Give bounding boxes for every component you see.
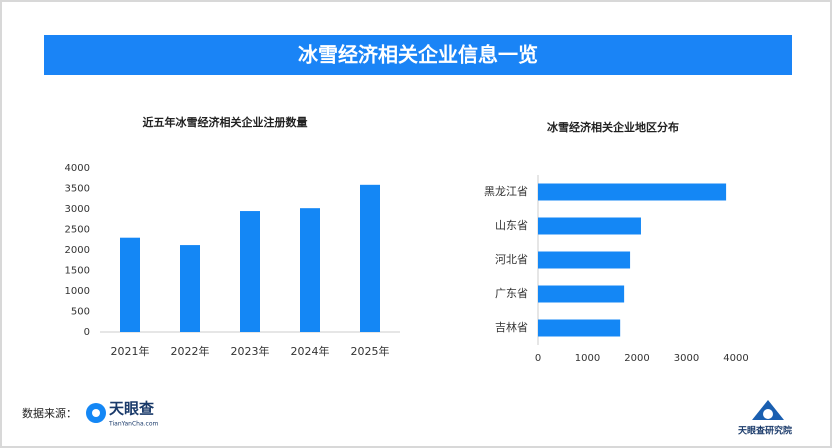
- bar: [538, 285, 625, 303]
- y-tick-label: 1500: [65, 266, 90, 277]
- y-tick-label: 4000: [65, 163, 90, 174]
- header-bar: [44, 35, 792, 75]
- x-tick-label: 0: [535, 353, 541, 364]
- y-tick-label: 黑龙江省: [484, 185, 528, 198]
- chart-title: 近五年冰雪经济相关企业注册数量: [143, 115, 308, 129]
- institute-name: 天眼查研究院: [738, 425, 792, 437]
- header-title: 冰雪经济相关企业信息一览: [298, 43, 538, 67]
- y-tick-label: 0: [84, 327, 90, 338]
- y-tick-label: 1000: [65, 286, 90, 297]
- y-tick-label: 3000: [65, 204, 90, 215]
- x-tick-label: 1000: [575, 353, 600, 364]
- logo-text: 天眼查: [109, 400, 155, 418]
- y-tick-label: 吉林省: [495, 320, 528, 334]
- bar: [538, 217, 641, 235]
- x-tick-label: 2000: [624, 353, 649, 364]
- bar: [538, 183, 727, 201]
- y-tick-label: 2500: [65, 225, 90, 236]
- x-tick-label: 3000: [674, 353, 699, 364]
- x-tick-label: 2021年: [111, 344, 150, 358]
- y-tick-label: 2000: [65, 245, 90, 256]
- institute-logo: [763, 409, 773, 419]
- x-tick-label: 4000: [723, 353, 748, 364]
- source-label: 数据来源：: [22, 406, 77, 420]
- bar: [240, 211, 260, 332]
- bar: [538, 319, 621, 337]
- bar: [180, 245, 200, 332]
- x-tick-label: 2023年: [231, 344, 270, 358]
- x-tick-label: 2025年: [351, 344, 390, 358]
- x-tick-label: 2024年: [291, 344, 330, 358]
- y-tick-label: 山东省: [495, 219, 528, 232]
- y-tick-label: 500: [71, 307, 90, 318]
- bar: [300, 208, 320, 332]
- bar: [538, 251, 631, 269]
- y-tick-label: 3500: [65, 184, 90, 195]
- chart-title: 冰雪经济相关企业地区分布: [547, 120, 679, 134]
- bar: [120, 237, 140, 332]
- y-tick-label: 广东省: [495, 287, 528, 300]
- logo-icon: [92, 409, 100, 417]
- y-tick-label: 河北省: [495, 253, 528, 266]
- x-tick-label: 2022年: [171, 344, 210, 358]
- bar: [360, 184, 380, 332]
- logo-url: TianYanCha.com: [108, 421, 158, 428]
